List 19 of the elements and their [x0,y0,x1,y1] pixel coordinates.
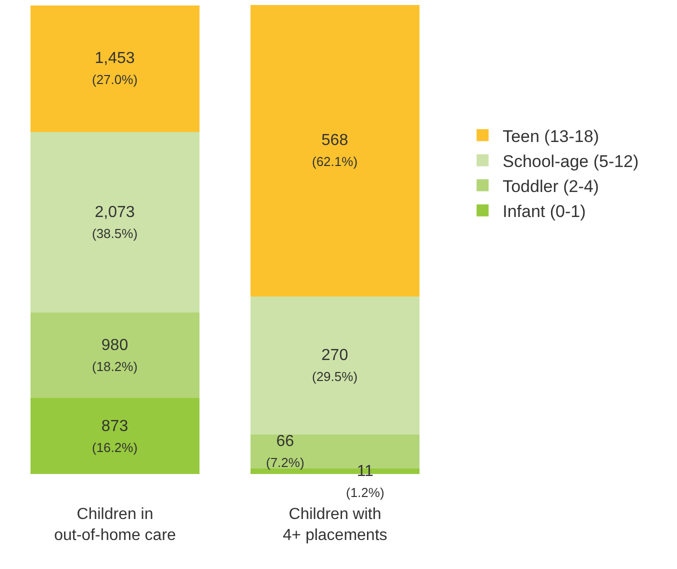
x-tick-label: Children in out-of-home care [54,506,176,544]
bar [30,312,200,398]
data-label: 1,453 (27.0%) [92,50,138,87]
data-label: 873 (16.2%) [92,418,138,455]
legend-label: School-age (5-12) [502,152,639,171]
bar [250,296,420,435]
data-label: 270 (29.5%) [312,347,358,384]
bar [30,5,200,132]
bar [30,132,200,313]
bar [250,5,420,296]
legend-label: Toddler (2-4) [502,176,599,196]
x-tick-label: Children with 4+ placements [282,506,388,544]
data-label: 66 (7.2%) [266,433,304,470]
legend-label: Infant (0-1) [502,202,586,222]
data-label: 2,073 (38.5%) [92,204,138,241]
data-label: 980 (18.2%) [92,337,138,374]
bar [30,398,200,474]
legend-label: Teen (13-18) [502,126,599,146]
data-label: 568 (62.1%) [312,132,358,169]
